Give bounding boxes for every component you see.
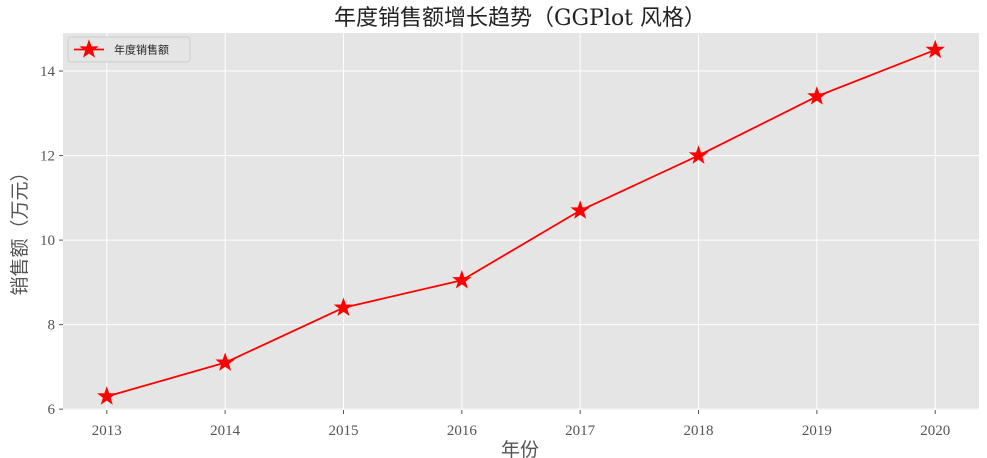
y-axis-label: 销售额（万元）: [9, 162, 31, 295]
plot-area: [63, 33, 979, 410]
grid-lines: [63, 33, 979, 410]
x-tick-label: 2017: [565, 423, 596, 439]
legend-box: [67, 36, 191, 63]
x-tick-label: 2016: [447, 423, 478, 439]
data-point-star-marker: [807, 86, 827, 105]
series-layer: [97, 39, 945, 405]
y-tick-label: 10: [40, 233, 55, 249]
x-tick-label: 2015: [328, 423, 358, 439]
x-tick-label: 2018: [684, 423, 714, 439]
data-point-star-marker: [215, 352, 235, 371]
data-point-star-marker: [688, 145, 709, 164]
x-tick-label: 2020: [920, 423, 950, 439]
legend: 年度销售额: [67, 36, 191, 63]
x-axis-label: 年份: [501, 439, 539, 458]
legend-star-marker: [79, 39, 99, 58]
x-tick-label: 2014: [210, 423, 241, 439]
y-tick-label: 14: [40, 64, 56, 80]
legend-label: 年度销售额: [114, 43, 169, 57]
x-tick-label: 2013: [92, 423, 122, 439]
axis-ticks: 2013 2014 2015 2016 2017 2018 2019 2020 6 8 10 12 14: [40, 64, 950, 439]
y-tick-label: 6: [48, 402, 56, 418]
data-point-star-marker: [925, 39, 945, 59]
data-point-star-marker: [452, 270, 472, 289]
data-point-star-marker: [570, 200, 590, 219]
chart-title: 年度销售额增长趋势（GGPlot 风格）: [334, 6, 706, 31]
y-tick-label: 12: [40, 149, 55, 165]
x-tick-label: 2019: [802, 423, 832, 439]
y-tick-label: 8: [48, 318, 56, 334]
data-point-star-marker: [97, 386, 117, 405]
data-point-star-marker: [333, 297, 354, 316]
series-line: [106, 49, 936, 398]
